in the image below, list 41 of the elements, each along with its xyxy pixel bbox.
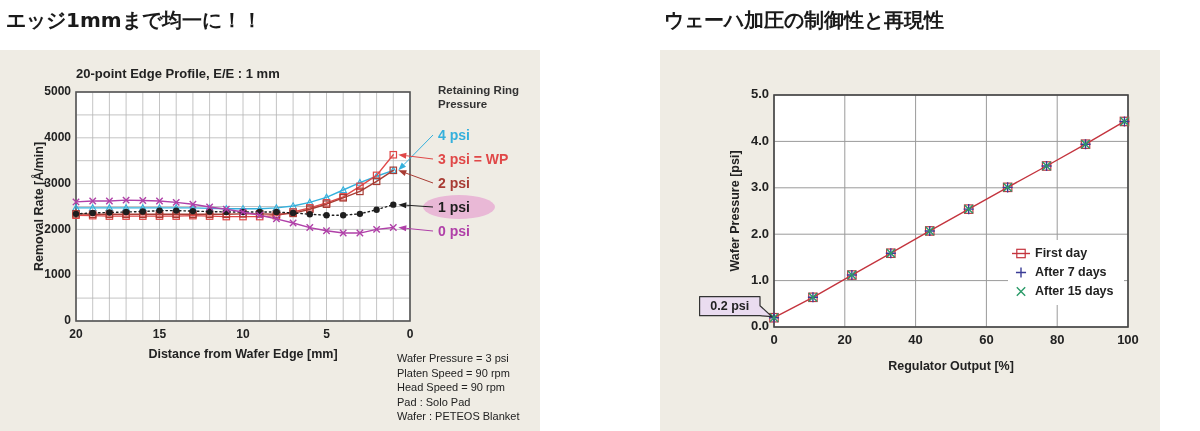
legend-label: 0 psi <box>438 222 470 239</box>
chart-title: ウェーハ加圧の制御性と再現性 <box>664 8 944 32</box>
x-tick-label: 100 <box>1117 332 1139 347</box>
x-tick-label: 40 <box>908 332 923 347</box>
legend-title: Retaining Ring Pressure <box>438 84 520 110</box>
legend-label: 3 psi = WP <box>438 150 509 167</box>
x-tick-label: 5 <box>323 327 331 341</box>
y-tick-label: 4.0 <box>750 132 769 148</box>
x-axis-title: Distance from Wafer Edge [mm] <box>148 347 338 361</box>
x-tick-label: 80 <box>1049 332 1065 347</box>
x-axis-title: Regulator Output [%] <box>888 359 1014 373</box>
text: Platen Speed = 90 rpm <box>397 366 510 379</box>
chart-title: エッジ1mmまで均一に！！ <box>6 8 262 32</box>
legend-label: After 15 days <box>1035 283 1114 298</box>
x-tick-label: 60 <box>979 332 994 347</box>
y-tick-label: 3000 <box>44 175 72 190</box>
legend-label: 2 psi <box>438 174 470 191</box>
y-tick-label: 3.0 <box>750 179 769 195</box>
y-tick-label: 1000 <box>44 267 72 282</box>
y-tick-label: 5000 <box>44 84 72 99</box>
x-tick-label: 15 <box>152 327 167 341</box>
text: Wafer : PETEOS Blanket <box>397 410 520 422</box>
y-axis-title: Wafer Pressure [psi] <box>728 150 743 272</box>
text: 4 psi <box>438 126 470 143</box>
text: Head Speed = 90 rpm <box>397 381 505 393</box>
text: Pad : Solo Pad <box>397 395 471 408</box>
y-tick-label: 5.0 <box>750 86 769 102</box>
legend-label: After 7 days <box>1035 264 1107 279</box>
y-tick-label: 2.0 <box>750 225 769 241</box>
x-tick-label: 20 <box>69 327 83 341</box>
text: Wafer Pressure = 3 psi <box>397 352 509 364</box>
x-tick-label: 10 <box>236 327 250 341</box>
annotation: 0.2 psi <box>710 298 750 313</box>
y-tick-label: 1.0 <box>750 272 769 288</box>
legend-label: First day <box>1035 245 1088 260</box>
x-tick-label: 20 <box>837 332 853 347</box>
y-tick-label: 0.0 <box>750 318 769 334</box>
chart-subtitle: 20-point Edge Profile, E/E : 1 mm <box>76 66 280 81</box>
legend-label: 1 psi <box>438 198 470 215</box>
y-tick-label: 0 <box>64 313 72 328</box>
x-tick-label: 0 <box>406 327 414 341</box>
